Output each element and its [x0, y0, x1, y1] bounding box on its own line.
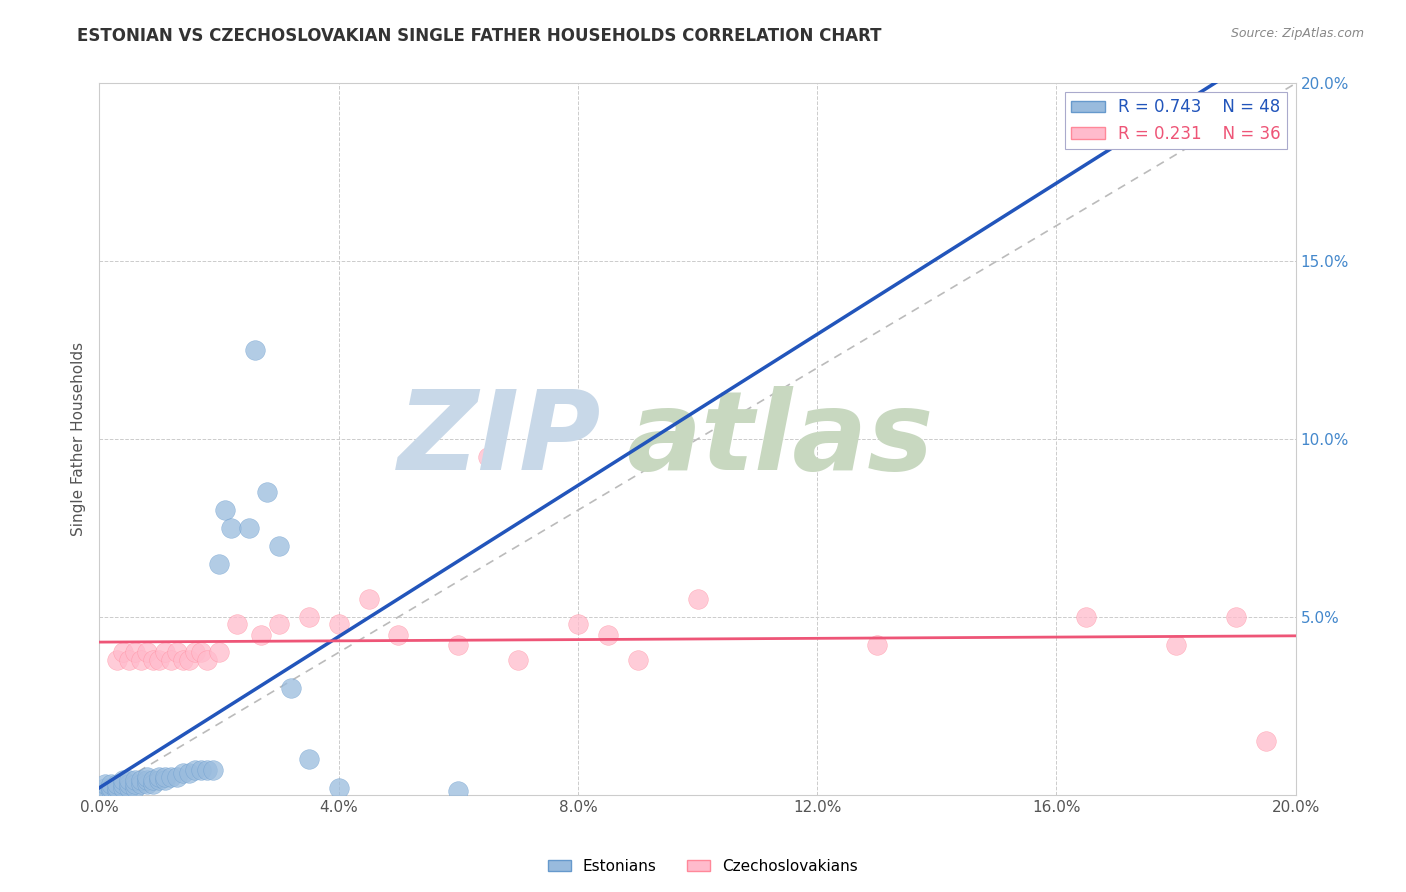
Point — [105, 652, 128, 666]
Point — [166, 645, 188, 659]
Point — [686, 592, 709, 607]
Point — [142, 652, 165, 666]
Point — [142, 773, 165, 788]
Point — [195, 652, 218, 666]
Point — [214, 503, 236, 517]
Point — [94, 780, 117, 795]
Point — [190, 763, 212, 777]
Point — [136, 645, 159, 659]
Point — [179, 766, 201, 780]
Point — [256, 485, 278, 500]
Point — [477, 450, 499, 464]
Point — [267, 617, 290, 632]
Point — [267, 539, 290, 553]
Point — [155, 773, 177, 788]
Point — [250, 628, 273, 642]
Point — [112, 773, 135, 788]
Y-axis label: Single Father Households: Single Father Households — [72, 342, 86, 536]
Point — [328, 617, 350, 632]
Point — [219, 521, 242, 535]
Point — [105, 784, 128, 798]
Point — [328, 780, 350, 795]
Text: atlas: atlas — [626, 385, 934, 492]
Point — [136, 770, 159, 784]
Legend: Estonians, Czechoslovakians: Estonians, Czechoslovakians — [541, 853, 865, 880]
Point — [124, 645, 146, 659]
Point — [148, 652, 170, 666]
Point — [506, 652, 529, 666]
Point — [155, 645, 177, 659]
Text: ESTONIAN VS CZECHOSLOVAKIAN SINGLE FATHER HOUSEHOLDS CORRELATION CHART: ESTONIAN VS CZECHOSLOVAKIAN SINGLE FATHE… — [77, 27, 882, 45]
Point — [298, 752, 321, 766]
Point — [627, 652, 650, 666]
Point — [118, 780, 141, 795]
Point — [105, 777, 128, 791]
Point — [142, 777, 165, 791]
Point — [567, 617, 589, 632]
Point — [160, 652, 183, 666]
Point — [1076, 610, 1098, 624]
Point — [172, 652, 194, 666]
Point — [136, 773, 159, 788]
Point — [179, 652, 201, 666]
Point — [195, 763, 218, 777]
Point — [129, 773, 152, 788]
Point — [129, 777, 152, 791]
Point — [387, 628, 409, 642]
Point — [190, 645, 212, 659]
Point — [184, 645, 207, 659]
Point — [124, 773, 146, 788]
Point — [94, 777, 117, 791]
Point — [1164, 638, 1187, 652]
Point — [148, 770, 170, 784]
Point — [100, 777, 122, 791]
Point — [184, 763, 207, 777]
Legend: R = 0.743    N = 48, R = 0.231    N = 36: R = 0.743 N = 48, R = 0.231 N = 36 — [1064, 92, 1288, 150]
Point — [124, 777, 146, 791]
Point — [155, 770, 177, 784]
Text: Source: ZipAtlas.com: Source: ZipAtlas.com — [1230, 27, 1364, 40]
Point — [160, 770, 183, 784]
Text: ZIP: ZIP — [398, 385, 602, 492]
Point — [100, 784, 122, 798]
Point — [124, 780, 146, 795]
Point — [243, 343, 266, 358]
Point — [112, 645, 135, 659]
Point — [94, 784, 117, 798]
Point — [447, 638, 470, 652]
Point — [1254, 734, 1277, 748]
Point — [148, 773, 170, 788]
Point — [226, 617, 249, 632]
Point — [202, 763, 225, 777]
Point — [118, 652, 141, 666]
Point — [136, 777, 159, 791]
Point — [112, 780, 135, 795]
Point — [118, 773, 141, 788]
Point — [105, 780, 128, 795]
Point — [112, 777, 135, 791]
Point — [118, 777, 141, 791]
Point — [280, 681, 302, 695]
Point — [100, 780, 122, 795]
Point — [1225, 610, 1247, 624]
Point — [866, 638, 889, 652]
Point — [172, 766, 194, 780]
Point — [166, 770, 188, 784]
Point — [208, 645, 231, 659]
Point — [208, 557, 231, 571]
Point — [596, 628, 619, 642]
Point — [447, 784, 470, 798]
Point — [357, 592, 380, 607]
Point — [298, 610, 321, 624]
Point — [238, 521, 260, 535]
Point — [129, 652, 152, 666]
